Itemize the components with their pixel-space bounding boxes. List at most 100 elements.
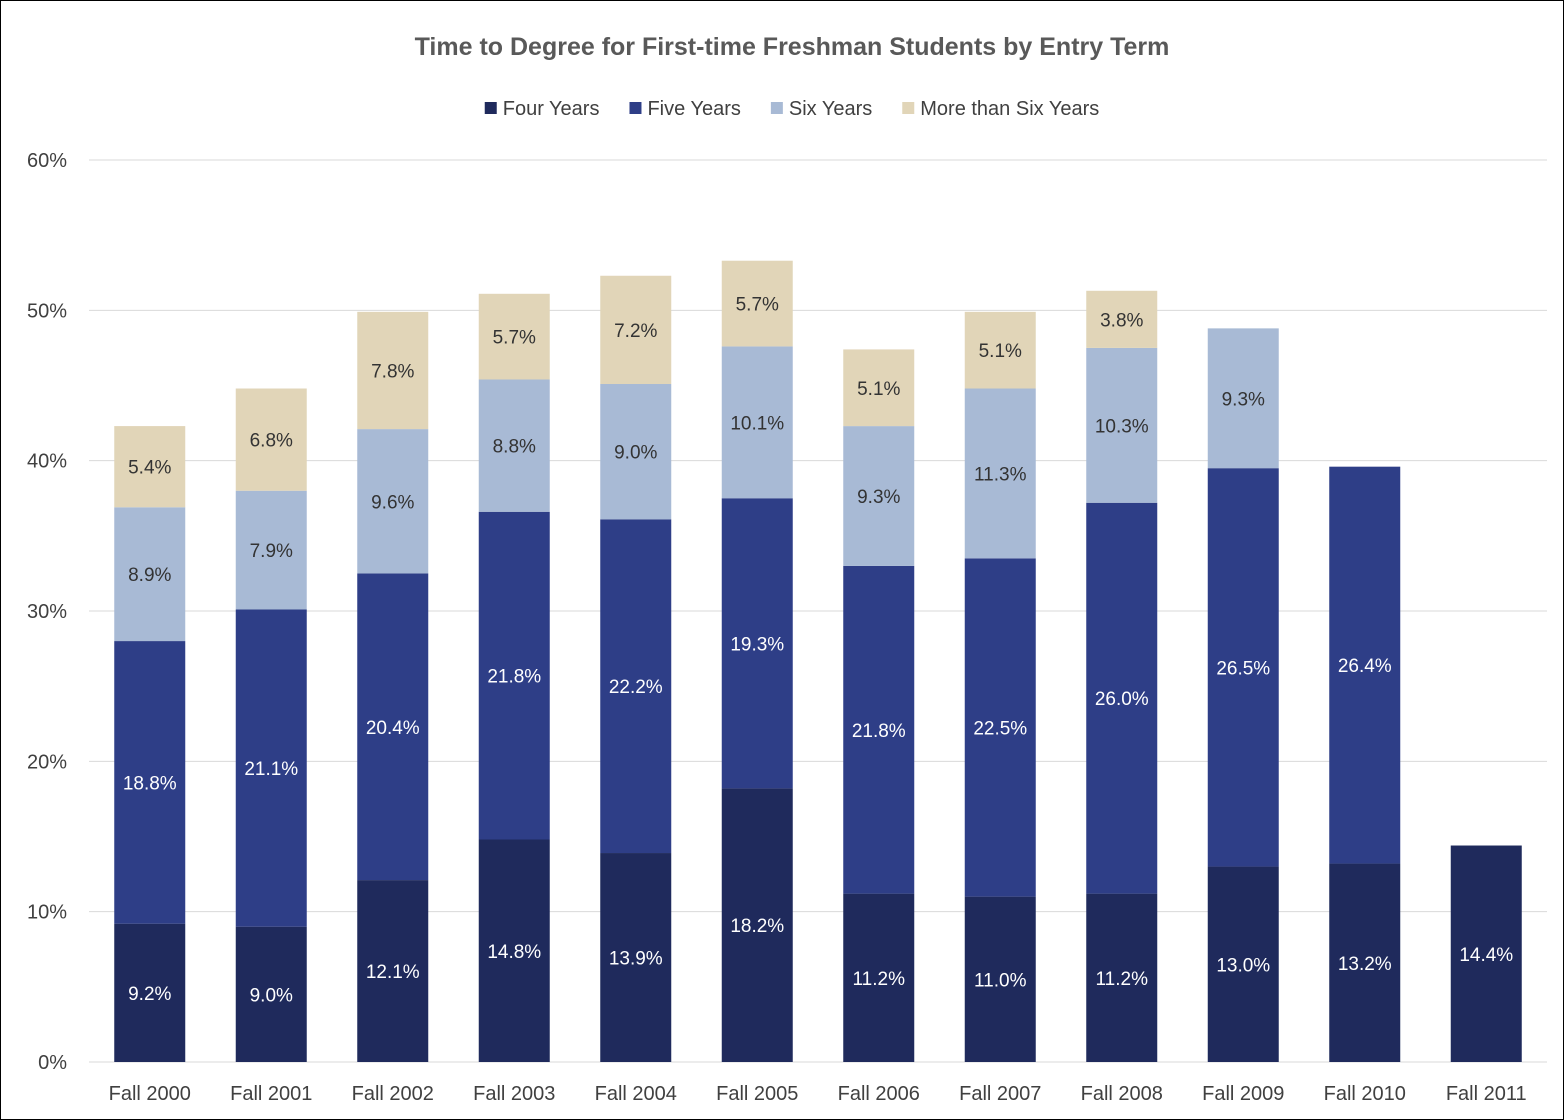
x-tick-label: Fall 2009 (1202, 1083, 1284, 1105)
data-label: 22.5% (973, 719, 1027, 740)
x-tick-label: Fall 2007 (959, 1083, 1041, 1105)
legend: Four Years Five Years Six Years More than S… (484, 98, 1099, 120)
bar-segment (1207, 468, 1279, 867)
data-label: 26.5% (1216, 658, 1270, 679)
x-tick-label: Fall 2001 (230, 1083, 312, 1105)
bar-segment (843, 565, 915, 894)
data-label: 10.3% (1095, 416, 1149, 437)
bar-segment (843, 893, 915, 1062)
bar-segment (478, 293, 550, 380)
bar-segment (721, 788, 793, 1062)
bar-segment (1086, 893, 1158, 1062)
data-label: 9.2% (128, 984, 171, 1005)
bar-segment (235, 490, 307, 610)
bar-segment (114, 923, 186, 1062)
data-label: 12.1% (366, 962, 420, 983)
x-tick-label: Fall 2003 (473, 1083, 555, 1105)
data-label: 19.3% (730, 634, 784, 655)
data-label: 9.3% (857, 487, 900, 508)
bar-segment (1086, 290, 1158, 348)
data-label: 26.0% (1095, 689, 1149, 710)
bar-segment (114, 426, 186, 508)
x-tick-label: Fall 2008 (1081, 1083, 1163, 1105)
bar-segment (600, 275, 672, 384)
x-tick-label: Fall 2006 (838, 1083, 920, 1105)
chart-title: Time to Degree for First-time Freshman S… (415, 33, 1170, 61)
legend-label: Four Years (503, 98, 600, 120)
bar-segment (235, 926, 307, 1062)
data-label: 14.4% (1459, 945, 1513, 966)
bar-segment (1329, 863, 1401, 1062)
y-tick-label: 10% (27, 902, 67, 924)
data-label: 11.3% (974, 464, 1027, 485)
data-label: 13.0% (1216, 955, 1270, 976)
y-tick-label: 50% (27, 300, 67, 322)
legend-item: Six Years (770, 98, 872, 120)
data-label: 21.8% (852, 721, 906, 742)
bar-segment (357, 429, 429, 574)
bars (114, 260, 1522, 1062)
legend-swatch (629, 102, 642, 114)
data-label: 7.8% (371, 361, 414, 382)
bar-segment (1086, 347, 1158, 503)
y-tick-label: 30% (27, 601, 67, 623)
data-label: 18.2% (730, 916, 784, 937)
bar-segment (478, 379, 550, 512)
legend-item: Five Years (629, 98, 741, 120)
data-label: 11.2% (853, 969, 906, 990)
data-label: 22.2% (609, 677, 663, 698)
gridlines (89, 159, 1547, 1063)
data-label: 11.2% (1096, 969, 1149, 990)
bar-segment (600, 383, 672, 520)
data-label: 21.8% (487, 667, 541, 688)
legend-label: Six Years (789, 98, 872, 120)
bar-segment (478, 839, 550, 1062)
bar-segment (964, 388, 1036, 559)
data-label: 20.4% (366, 718, 420, 739)
bar-segment (478, 511, 550, 840)
bar-segment (1207, 866, 1279, 1062)
data-label: 7.9% (250, 541, 293, 562)
y-tick-label: 60% (27, 150, 67, 172)
y-tick-label: 40% (27, 451, 67, 473)
data-label: 5.4% (128, 458, 171, 479)
data-label: 14.8% (487, 942, 541, 963)
data-label: 6.8% (250, 431, 293, 452)
data-label: 11.0% (974, 970, 1027, 991)
legend-swatch (902, 102, 915, 114)
legend-swatch (770, 102, 783, 114)
bar-segment (600, 519, 672, 854)
x-tick-label: Fall 2010 (1324, 1083, 1406, 1105)
data-label: 8.8% (493, 437, 536, 458)
x-tick-label: Fall 2000 (109, 1083, 191, 1105)
bar-segment (1207, 328, 1279, 469)
data-label: 8.9% (128, 565, 171, 586)
legend-label: Five Years (647, 98, 740, 120)
data-label: 9.0% (250, 985, 293, 1006)
data-label: 9.3% (1222, 389, 1265, 410)
bar-segment (843, 426, 915, 566)
data-label: 5.1% (857, 379, 900, 400)
y-tick-label: 0% (38, 1052, 67, 1074)
bar-segment (1450, 845, 1522, 1062)
data-label: 10.1% (730, 413, 784, 434)
bar-segment (357, 880, 429, 1062)
legend-item: More than Six Years (902, 98, 1099, 120)
y-axis: 0% 10% 20% 30% 40% 50% 60% (27, 150, 67, 1074)
bar-segment (1329, 466, 1401, 864)
bar-segment (357, 573, 429, 881)
data-label: 5.7% (493, 328, 536, 349)
bar-segment (843, 349, 915, 427)
bar-segment (114, 507, 186, 642)
data-label: 9.6% (371, 492, 414, 513)
legend-swatch (484, 102, 497, 114)
data-labels: 9.2% 18.8% 8.9% 5.4% 9.0% 21.1% 7.9% 6.8% 12.1% 2… (123, 295, 1513, 1007)
bar-segment (964, 311, 1036, 389)
x-tick-label: Fall 2004 (595, 1083, 677, 1105)
x-tick-label: Fall 2002 (352, 1083, 434, 1105)
data-label: 5.7% (736, 295, 779, 316)
bar-segment (964, 558, 1036, 897)
bar-segment (235, 388, 307, 491)
